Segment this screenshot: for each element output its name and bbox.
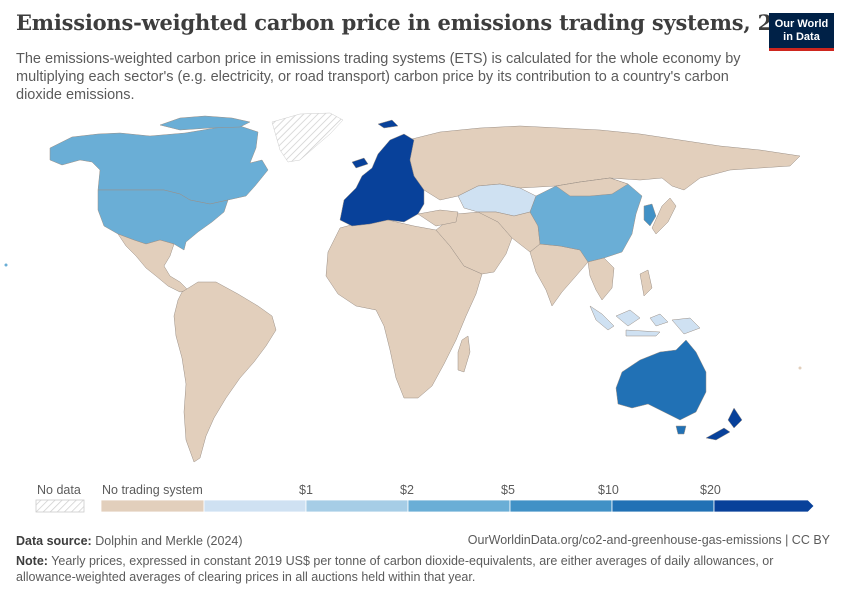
region-japan [651,197,677,235]
chart-title: Emissions-weighted carbon price in emiss… [16,10,816,35]
world-map [4,112,802,463]
data-source: Data source: Dolphin and Merkle (2024) [16,533,243,549]
legend-swatch-bin[interactable] [509,499,613,513]
legend-swatch-bin[interactable] [407,499,511,513]
legend-swatch-no-trading[interactable] [100,499,205,513]
region-south-america[interactable] [173,281,277,463]
owid-logo[interactable]: Our World in Data [769,13,834,51]
region-mongolia [555,177,629,197]
source-url[interactable]: OurWorldinData.org/co2-and-greenhouse-ga… [467,533,830,547]
region-middle-east[interactable] [435,211,513,275]
region-mexico[interactable] [117,233,189,293]
region-philippines [639,269,653,297]
legend-bin-label: $2 [400,483,414,497]
legend-swatch-bin[interactable] [713,499,815,513]
legend-bin-label: $20 [700,483,721,497]
region-tasmania [675,425,687,435]
legend-no-data-label: No data [37,483,81,497]
region-greenland[interactable] [271,112,344,163]
region-canada[interactable] [49,125,269,205]
region-canada-arctic [159,115,251,131]
footnote: Note: Yearly prices, expressed in consta… [16,553,816,585]
region-hawaii [4,263,8,267]
legend-no-trading-label: No trading system [102,483,203,497]
legend-bin-label: $5 [501,483,515,497]
legend-swatch-bin[interactable] [611,499,715,513]
region-australia[interactable] [615,339,707,421]
region-southeast-asia [587,257,615,301]
legend-swatch-bin[interactable] [203,499,307,513]
region-india[interactable] [529,243,589,307]
region-turkey [417,209,459,227]
legend-color-bar [35,499,815,513]
region-indonesia[interactable] [589,305,701,337]
region-fiji [798,366,802,370]
logo-line-1: Our World [774,18,829,30]
region-new-zealand[interactable] [705,407,743,441]
legend-bin-label: $1 [299,483,313,497]
footnote-label: Note: [16,554,48,568]
region-iceland [351,157,369,169]
region-svalbard [377,119,399,129]
region-madagascar [457,335,471,373]
data-source-label: Data source: [16,534,92,548]
legend-swatch-no-data[interactable] [35,499,85,513]
logo-line-2: in Data [783,31,820,43]
region-south-korea[interactable] [643,203,657,227]
data-source-value[interactable]: Dolphin and Merkle (2024) [95,534,243,548]
footnote-text: Yearly prices, expressed in constant 201… [16,554,774,584]
chart-subtitle: The emissions-weighted carbon price in e… [16,51,741,103]
region-european-union[interactable] [339,133,425,227]
legend-bin-label: $10 [598,483,619,497]
legend-swatch-bin[interactable] [305,499,409,513]
region-africa[interactable] [325,219,483,399]
